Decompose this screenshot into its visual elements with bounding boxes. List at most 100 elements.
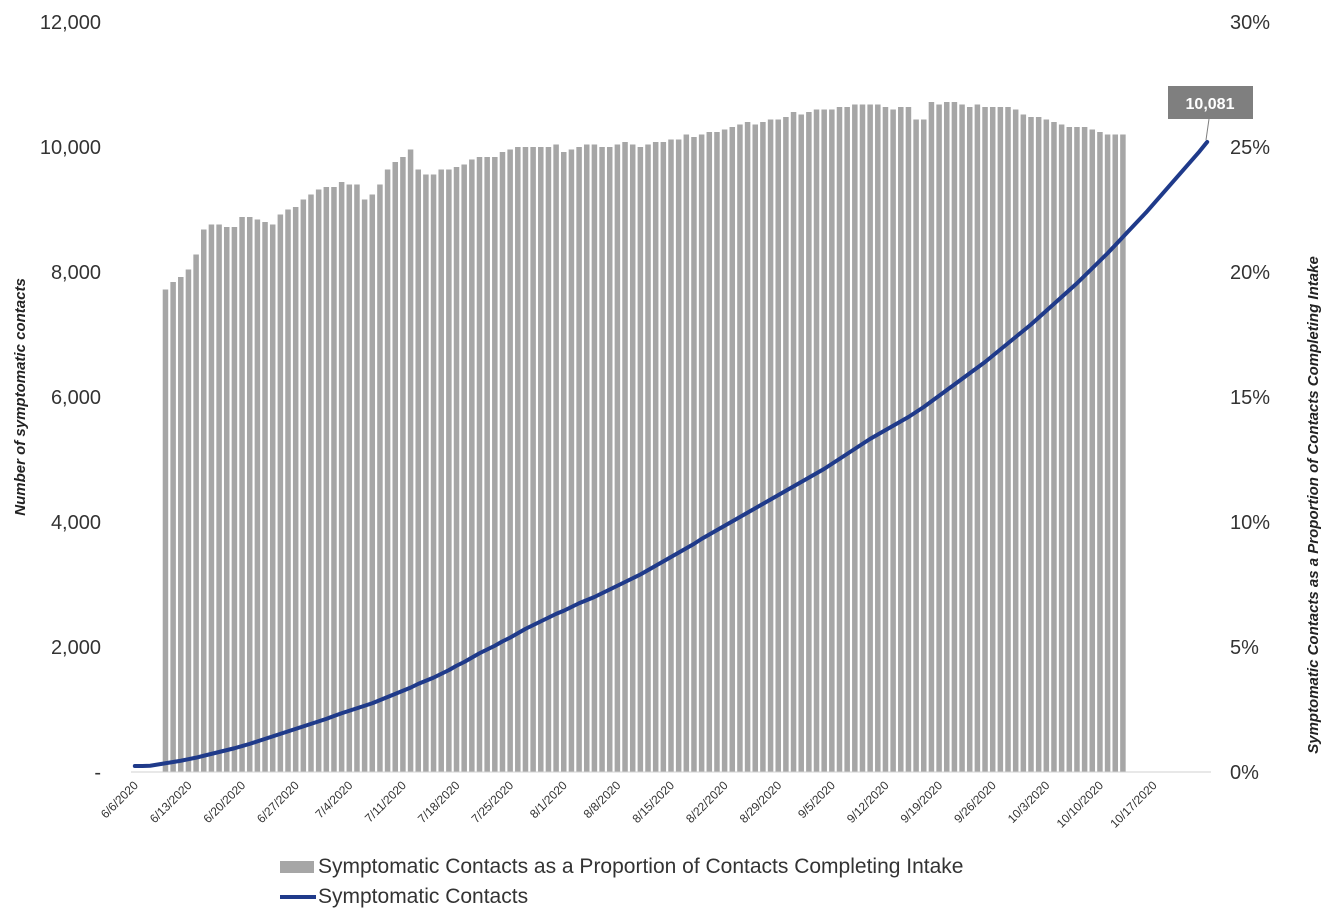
x-tick-label: 6/6/2020 [98, 778, 141, 821]
bar [921, 119, 927, 772]
bar [898, 107, 904, 772]
bar [231, 227, 238, 772]
bar [974, 104, 981, 772]
bar [446, 169, 452, 772]
x-tick-label: 9/26/2020 [951, 778, 999, 826]
bar [997, 107, 1004, 772]
bar [775, 119, 781, 772]
bar [178, 277, 184, 772]
bar [982, 107, 988, 772]
bar [752, 124, 759, 772]
bar [767, 119, 774, 772]
bar [821, 109, 827, 772]
bar [407, 149, 414, 772]
bar [790, 112, 797, 772]
bar [1020, 114, 1027, 772]
bar [323, 187, 330, 772]
bar [859, 104, 866, 772]
legend-label-proportion: Symptomatic Contacts as a Proportion of … [318, 855, 964, 878]
right-tick-label: 15% [1230, 387, 1270, 409]
x-tick-label: 8/22/2020 [683, 778, 731, 826]
bar [246, 217, 253, 772]
bar [185, 269, 192, 772]
bar [737, 124, 743, 772]
right-tick-label: 0% [1230, 762, 1259, 784]
x-tick-label: 8/15/2020 [629, 778, 677, 826]
bar [262, 222, 268, 772]
value-callout: 10,081 [1168, 86, 1253, 141]
bar [683, 134, 690, 772]
bar [637, 147, 644, 772]
bar [300, 199, 307, 772]
x-tick-label: 9/12/2020 [844, 778, 892, 826]
bar [254, 219, 261, 772]
left-tick-label: 12,000 [40, 12, 101, 34]
bar [522, 147, 529, 772]
left-tick-label: 10,000 [40, 137, 101, 159]
left-tick-label: 4,000 [51, 512, 101, 534]
bar [423, 174, 429, 772]
bar [829, 109, 835, 772]
bar [561, 152, 567, 772]
bar [989, 107, 996, 772]
bar [469, 159, 475, 772]
bar [553, 144, 559, 772]
bar [836, 107, 843, 772]
bar [721, 129, 728, 772]
bar [1051, 122, 1057, 772]
x-tick-label: 6/27/2020 [254, 778, 302, 826]
bar [660, 142, 667, 772]
x-tick-label: 7/25/2020 [469, 778, 517, 826]
bar [1074, 127, 1080, 772]
bar [583, 144, 590, 772]
legend-swatch-bar [280, 861, 314, 873]
bar [629, 144, 636, 772]
bar [1097, 132, 1103, 772]
right-axis-ticks: 0% 5% 10% 15% 20% 25% 30% [1230, 12, 1270, 784]
bar [201, 229, 207, 772]
bar [729, 127, 736, 772]
x-tick-label: 7/11/2020 [362, 778, 409, 825]
bar [959, 104, 965, 772]
left-axis-title: Number of symptomatic contacts [12, 278, 29, 516]
callout-label: 10,081 [1186, 96, 1235, 113]
bar [538, 147, 544, 772]
bar [331, 187, 337, 772]
bar [346, 184, 353, 772]
left-tick-label: 2,000 [51, 637, 101, 659]
bar [913, 119, 919, 772]
bar [292, 207, 299, 772]
bar [277, 214, 284, 772]
bar [614, 144, 621, 772]
callout-box [1168, 86, 1253, 119]
bar [193, 254, 199, 772]
bar [308, 194, 314, 772]
bar [606, 147, 613, 772]
right-tick-label: 30% [1230, 12, 1270, 34]
x-tick-label: 6/13/2020 [147, 778, 195, 826]
bar [951, 102, 958, 772]
bar [691, 137, 697, 772]
bar [216, 224, 222, 772]
bar [890, 109, 896, 772]
bar [599, 147, 605, 772]
bar [1043, 119, 1050, 772]
left-axis-ticks: - 2,000 4,000 6,000 8,000 10,000 12,000 [40, 12, 101, 784]
bar [844, 107, 850, 772]
bar [269, 224, 276, 772]
bar [698, 134, 705, 772]
bar [515, 147, 521, 772]
bar [668, 139, 674, 772]
bar [361, 199, 368, 772]
bar-series [162, 102, 1126, 772]
bar [377, 184, 383, 772]
bar [1066, 127, 1073, 772]
right-tick-label: 10% [1230, 512, 1270, 534]
bar [507, 149, 513, 772]
bar [354, 184, 360, 772]
bar [400, 157, 406, 772]
bar [170, 282, 176, 772]
bar [415, 169, 421, 772]
bar [1104, 134, 1111, 772]
